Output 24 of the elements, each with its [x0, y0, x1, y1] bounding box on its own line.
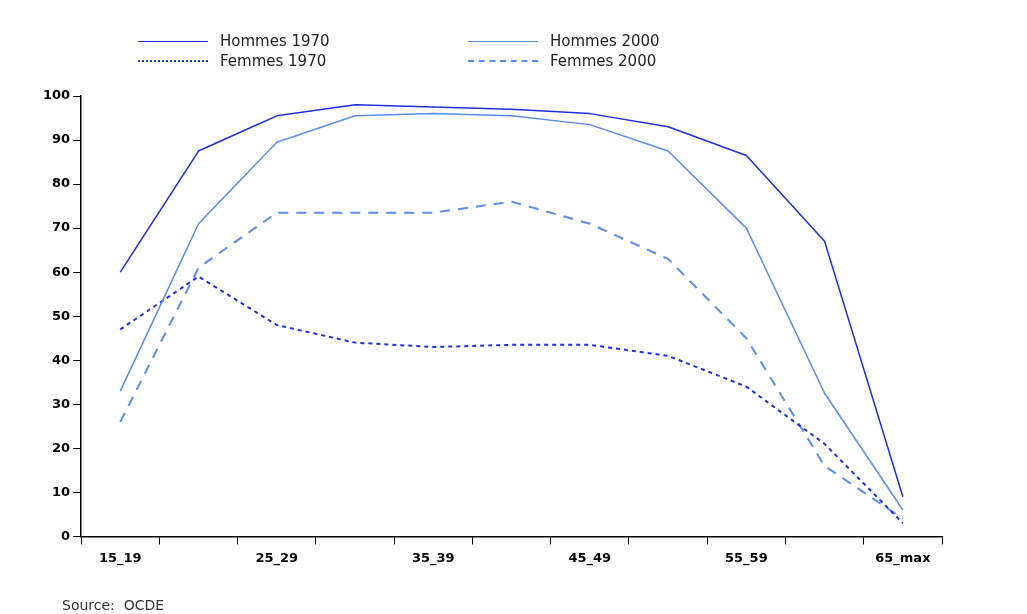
x-tick-label: 25_29 [255, 549, 299, 566]
legend-label: Femmes 2000 [550, 52, 657, 70]
y-tick-label: 30 [52, 395, 71, 411]
x-tick-label: 55_59 [725, 549, 768, 566]
y-tick-label: 50 [52, 307, 71, 323]
x-tick-label: 35_39 [411, 549, 455, 566]
y-tick-label: 0 [61, 527, 71, 543]
x-tick-label: 65_max [875, 549, 932, 566]
line-series [119, 200, 904, 520]
y-tick-label: 70 [52, 219, 71, 235]
source-note: Source: OCDE [62, 597, 165, 613]
y-tick-label: 40 [52, 351, 71, 367]
y-tick-label: 80 [52, 175, 71, 191]
y-tick-label: 10 [52, 483, 71, 499]
y-tick-label: 100 [43, 87, 71, 103]
legend-label: Femmes 1970 [220, 52, 327, 70]
line-series [119, 275, 904, 525]
x-tick-label: 15_19 [98, 549, 142, 566]
legend-label: Hommes 2000 [550, 32, 660, 50]
y-tick-label: 60 [52, 263, 71, 279]
y-tick-label: 90 [52, 131, 71, 147]
y-tick-label: 20 [52, 439, 71, 455]
legend-label: Hommes 1970 [220, 32, 330, 50]
x-tick-label: 45_49 [568, 549, 612, 566]
